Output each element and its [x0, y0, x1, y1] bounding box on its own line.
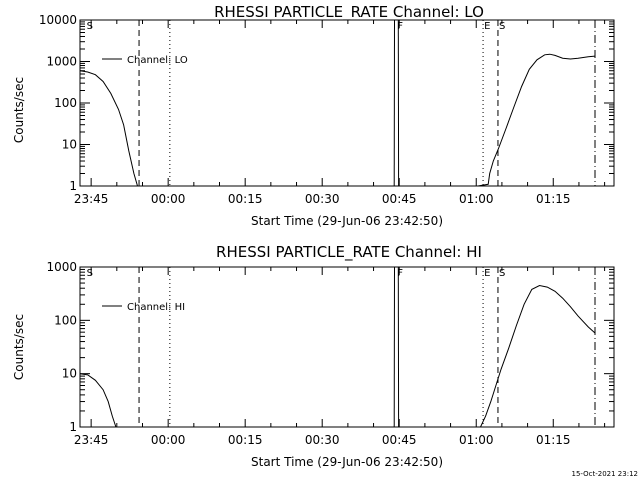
panel-hi-ytick-label-0: 1 [69, 420, 77, 434]
panel-hi-marker-label-5: S [499, 268, 505, 279]
panel-hi-xtick-label-5: 01:00 [459, 433, 494, 447]
panel-hi-ylabel: Counts/sec [12, 314, 26, 380]
panel-hi-title: RHESSI PARTICLE_RATE Channel: HI [216, 243, 482, 262]
panel-hi-xtick-label-4: 00:45 [382, 433, 417, 447]
panel-hi-ytick-label-3: 1000 [46, 260, 77, 274]
panel-hi-ytick-label-2: 100 [54, 313, 77, 327]
panel-lo-marker-label-0: S [87, 21, 93, 32]
panel-hi-xtick-label-2: 00:15 [228, 433, 263, 447]
panel-hi-frame [79, 266, 615, 428]
panel-hi-marker-label-4: E [484, 268, 490, 279]
panel-lo-marker-label-5: S [499, 21, 505, 32]
panel-lo: 23:45 00:00 00:15 00:30 00:45 01:00 01:15 1 10 10… [39, 13, 615, 206]
generation-timestamp: 15-Oct-2021 23:12 [572, 470, 638, 478]
panel-lo-xtick-label-4: 00:45 [382, 192, 417, 206]
panel-lo-xlabel: Start Time (29-Jun-06 23:42:50) [251, 214, 443, 228]
panel-hi-ytick-label-1: 10 [62, 367, 77, 381]
panel-lo-ytick-label-0: 1 [69, 179, 77, 193]
panel-lo-marker-label-3: F [397, 21, 403, 32]
panel-lo-ylabel: Counts/sec [12, 77, 26, 143]
panel-lo-xtick-label-6: 01:15 [536, 192, 571, 206]
panel-hi-xtick-label-6: 01:15 [536, 433, 571, 447]
panel-lo-title: RHESSI PARTICLE_RATE Channel: LO [214, 3, 484, 22]
panel-lo-series-segment-3 [477, 53, 596, 187]
panel-hi-marker-label-0: S [87, 268, 93, 279]
panel-hi-xtick-label-0: 23:45 [74, 433, 109, 447]
panel-hi-legend-label: Channel: HI [127, 302, 185, 313]
panel-hi-xtick-label-1: 00:00 [151, 433, 186, 447]
panel-lo-legend-label: Channel: LO [127, 55, 188, 66]
panel-lo-xtick-label-1: 00:00 [151, 192, 186, 206]
panel-lo-xtick-label-2: 00:15 [228, 192, 263, 206]
panel-lo-ytick-label-2: 100 [54, 96, 77, 110]
panel-hi-xlabel: Start Time (29-Jun-06 23:42:50) [251, 455, 443, 469]
panel-lo-ytick-label-1: 10 [62, 138, 77, 152]
panel-lo-xtick-label-3: 00:30 [305, 192, 340, 206]
panel-hi-xtick-label-3: 00:30 [305, 433, 340, 447]
panel-hi-series-segment-0 [79, 373, 117, 428]
panel-hi: 23:45 00:00 00:15 00:30 00:45 01:00 01:15 1 10 10… [46, 260, 615, 447]
panel-lo-marker-label-4: E [484, 21, 490, 32]
panel-lo-xtick-label-5: 01:00 [459, 192, 494, 206]
panel-lo-ytick-label-3: 1000 [46, 55, 77, 69]
panel-lo-series-segment-0 [79, 70, 138, 187]
panel-hi-series-segment-3 [480, 284, 596, 428]
panel-lo-ytick-label-4: 10000 [39, 13, 77, 27]
panel-lo-xtick-label-0: 23:45 [74, 192, 109, 206]
panel-hi-marker-label-3: F [397, 268, 403, 279]
